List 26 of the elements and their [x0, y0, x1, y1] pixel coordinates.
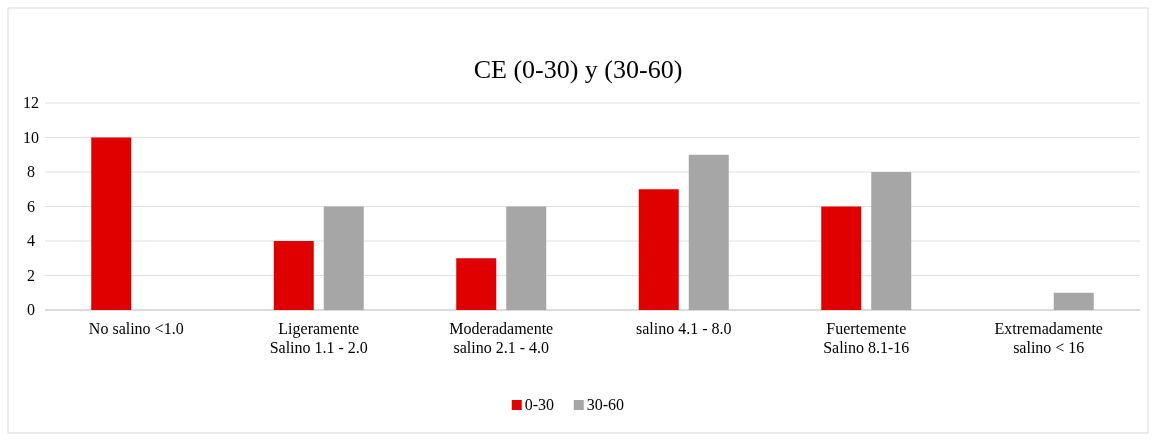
bar — [323, 206, 364, 310]
legend-label: 30-60 — [586, 396, 625, 413]
bar — [273, 241, 314, 310]
y-tick-label: 10 — [23, 128, 39, 146]
y-tick-label: 12 — [23, 94, 39, 111]
chart-title: CE (0-30) y (30-60) — [473, 55, 683, 84]
y-tick-label: 6 — [27, 197, 35, 215]
bar — [821, 206, 862, 310]
bar — [638, 189, 679, 310]
legend-label: 0-30 — [524, 396, 555, 413]
bar — [456, 258, 497, 310]
bar — [1053, 292, 1094, 310]
x-tick-label: No salino <1.0 — [88, 320, 184, 337]
x-tick-label: salino 4.1 - 8.0 — [635, 320, 732, 337]
x-tick-label: Fuertemente Salino 8.1-16 — [823, 320, 910, 356]
bar — [871, 172, 912, 310]
y-tick-label: 2 — [27, 266, 35, 284]
bar — [91, 137, 132, 310]
y-tick-label: 8 — [27, 163, 35, 180]
bar — [688, 154, 729, 310]
x-tick-label: Extremadamente salino < 16 — [994, 320, 1103, 356]
y-tick-label: 4 — [27, 232, 35, 249]
x-tick-label: Ligeramente Salino 1.1 - 2.0 — [269, 320, 368, 356]
x-tick-label: Moderadamente salino 2.1 - 4.0 — [449, 320, 554, 356]
bar — [506, 206, 547, 310]
y-tick-label: 0 — [27, 301, 35, 318]
